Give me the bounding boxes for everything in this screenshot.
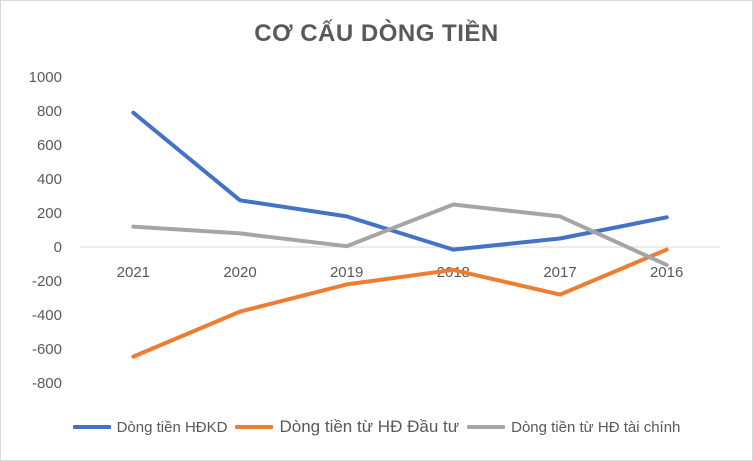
x-tick-label: 2019 — [330, 264, 363, 281]
y-tick-label: -600 — [32, 341, 62, 358]
legend: Dòng tiền HĐKD Dòng tiền từ HĐ Đầu tư Dò… — [0, 417, 753, 437]
x-tick-label: 2018 — [437, 264, 470, 281]
series-line-1 — [131, 247, 669, 359]
x-tick-label: 2016 — [650, 264, 683, 281]
y-tick-label: 800 — [37, 103, 62, 120]
y-tick-label: 200 — [37, 205, 62, 222]
series-line-0 — [131, 110, 669, 252]
y-tick-label: 1000 — [29, 69, 62, 86]
legend-swatch-dau-tu — [235, 425, 274, 429]
chart-title: CƠ CẤU DÒNG TIỀN — [254, 20, 499, 47]
legend-item-tai-chinh: Dòng tiền từ HĐ tài chính — [467, 419, 680, 436]
y-tick-label: -200 — [32, 273, 62, 290]
legend-label-hdkd: Dòng tiền HĐKD — [116, 418, 228, 436]
y-tick-label: 600 — [37, 137, 62, 154]
x-tick-label: 2021 — [117, 264, 150, 281]
legend-swatch-hdkd — [72, 425, 111, 429]
y-tick-label: -400 — [32, 307, 62, 324]
series-line-2 — [131, 202, 669, 267]
y-tick-label: 0 — [54, 239, 62, 256]
legend-swatch-tai-chinh — [467, 425, 506, 429]
x-tick-label: 2020 — [223, 264, 256, 281]
legend-label-tai-chinh: Dòng tiền từ HĐ tài chính — [511, 418, 681, 436]
x-tick-label: 2017 — [543, 264, 576, 281]
legend-item-dau-tu: Dòng tiền từ HĐ Đầu tư — [235, 417, 459, 437]
legend-label-dau-tu: Dòng tiền từ HĐ Đầu tư — [279, 417, 460, 436]
y-tick-label: 400 — [37, 171, 62, 188]
y-tick-label: -800 — [32, 375, 62, 392]
legend-item-hdkd: Dòng tiền HĐKD — [72, 418, 228, 436]
